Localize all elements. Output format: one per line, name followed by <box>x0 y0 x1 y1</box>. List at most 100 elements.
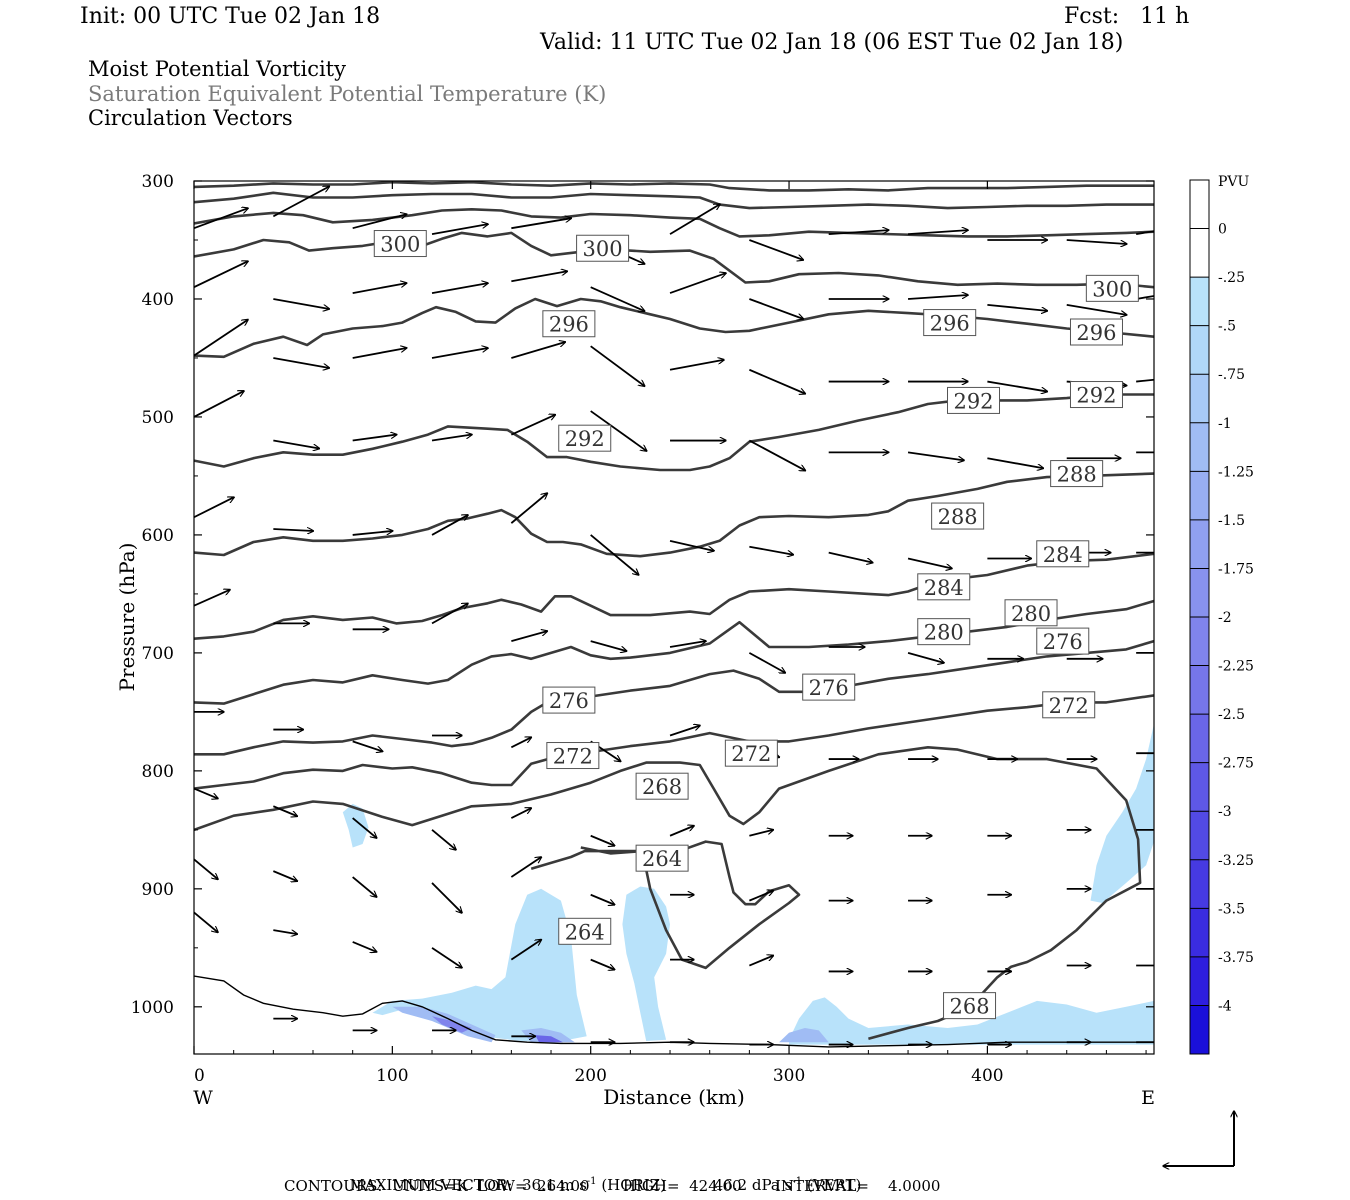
contour-label: 280 <box>917 618 971 646</box>
colorbar-swatch <box>1190 325 1209 375</box>
circulation-vector <box>352 817 377 838</box>
pv-region-9 <box>535 1035 563 1043</box>
circulation-vector <box>987 303 1047 311</box>
colorbar-swatch <box>1190 180 1209 230</box>
circulation-vector <box>590 345 645 386</box>
circulation-vector <box>987 380 1047 392</box>
circulation-vector <box>669 826 694 837</box>
valid-time: Valid: 11 UTC Tue 02 Jan 18 (06 EST Tue … <box>540 30 1124 55</box>
circulation-vector <box>590 893 615 905</box>
circulation-vector <box>510 808 531 819</box>
colorbar-swatch <box>1190 811 1209 861</box>
contour-label-text: 288 <box>938 505 978 529</box>
contour-label-text: 272 <box>731 742 771 766</box>
forecast-hour: Fcst: 11 h <box>1064 4 1190 29</box>
colorbar-swatch <box>1190 519 1209 569</box>
field-title-thetae: Saturation Equivalent Potential Temperat… <box>88 82 607 106</box>
circulation-vector <box>510 415 555 436</box>
vert-exponent: -1 <box>792 1176 803 1187</box>
circulation-vector <box>273 298 329 309</box>
circulation-vector <box>431 515 468 536</box>
circulation-vector <box>749 830 773 837</box>
x-end-label-east: E <box>1141 1087 1155 1109</box>
init-time: Init: 00 UTC Tue 02 Jan 18 <box>80 4 381 29</box>
circulation-vector <box>194 787 218 799</box>
contour-label: 276 <box>1036 627 1090 655</box>
contour-label: 300 <box>373 230 427 258</box>
circulation-vector <box>590 834 615 846</box>
reference-vector-icon <box>1163 1111 1234 1166</box>
contour-label-text: 268 <box>642 775 682 799</box>
circulation-vector <box>590 286 645 311</box>
contour-label-text: 296 <box>1076 321 1116 345</box>
contour-label-text: 296 <box>930 312 970 336</box>
plot-frame <box>193 180 1155 1055</box>
circulation-vector <box>748 652 785 673</box>
circulation-vector <box>352 283 407 294</box>
colorbar-label: -1 <box>1218 416 1232 432</box>
contour-label: 264 <box>635 844 689 872</box>
contour-308 <box>194 191 1154 210</box>
colorbar-label: -.5 <box>1218 319 1236 335</box>
pv-region-1 <box>622 886 670 1041</box>
colorbar-swatch <box>1190 422 1209 472</box>
contour-label-text: 292 <box>953 389 993 413</box>
colorbar-label: -1.5 <box>1218 513 1245 529</box>
colorbar-label: -2 <box>1218 610 1232 626</box>
contour-label: 296 <box>1069 318 1123 346</box>
circulation-vector <box>352 941 377 952</box>
circulation-vector <box>352 876 377 897</box>
contour-label: 288 <box>931 502 985 530</box>
circulation-vector <box>669 539 714 551</box>
circulation-vector <box>669 273 726 294</box>
contour-label-text: 276 <box>1043 630 1083 654</box>
contour-label: 268 <box>943 992 997 1020</box>
contour-label: 292 <box>1069 381 1123 409</box>
circulation-vector <box>431 435 472 442</box>
pv-region-8 <box>432 1016 472 1033</box>
contour-label-text: 268 <box>949 995 989 1019</box>
circulation-vector <box>590 534 639 575</box>
max-vector-label: MAXIMUM VECTOR: <box>349 1176 513 1194</box>
circulation-vector <box>431 947 462 968</box>
circulation-vector <box>828 230 889 235</box>
contour-label-text: 300 <box>1092 277 1132 301</box>
contour-label-text: 292 <box>565 427 605 451</box>
contour-label-text: 280 <box>924 621 964 645</box>
contour-label-text: 272 <box>1049 694 1089 718</box>
vert-suffix: (VERT) <box>802 1176 862 1194</box>
contour-296 <box>194 297 1154 359</box>
horiz-suffix: (HORIZ) <box>596 1176 667 1194</box>
colorbar-swatch <box>1190 665 1209 715</box>
contour-label: 276 <box>542 686 596 714</box>
circulation-vector <box>907 652 944 663</box>
contour-label-text: 296 <box>549 313 589 337</box>
colorbar-swatch <box>1190 859 1209 909</box>
circulation-vector <box>907 295 968 300</box>
y-tick-label: 700 <box>142 644 174 664</box>
contour-label-text: 300 <box>583 237 623 261</box>
pv-region-7 <box>779 1028 829 1043</box>
contour-276 <box>194 639 1154 756</box>
circulation-vector <box>510 737 531 749</box>
contour-label: 276 <box>802 673 856 701</box>
colorbar-label: -1.25 <box>1218 464 1254 480</box>
circulation-vector <box>748 439 805 471</box>
circulation-vector <box>194 858 218 879</box>
circulation-vector <box>273 529 313 531</box>
vert-max-value: 46.2 dPa s <box>713 1176 793 1194</box>
contour-label-text: 292 <box>1076 384 1116 408</box>
colorbar-label: -3.25 <box>1218 853 1254 869</box>
circulation-vector <box>511 218 571 230</box>
contour-label: 300 <box>576 234 630 262</box>
circulation-vector <box>272 805 297 816</box>
circulation-vector <box>352 348 407 359</box>
colorbar-label: -2.75 <box>1218 756 1254 772</box>
circulation-vector <box>273 929 297 934</box>
contour-label: 296 <box>923 309 977 337</box>
circulation-vector <box>749 298 803 319</box>
circulation-vector <box>511 631 547 642</box>
circulation-vector <box>431 603 468 625</box>
y-tick-label: 500 <box>142 408 174 428</box>
contour-300 <box>194 231 1154 289</box>
